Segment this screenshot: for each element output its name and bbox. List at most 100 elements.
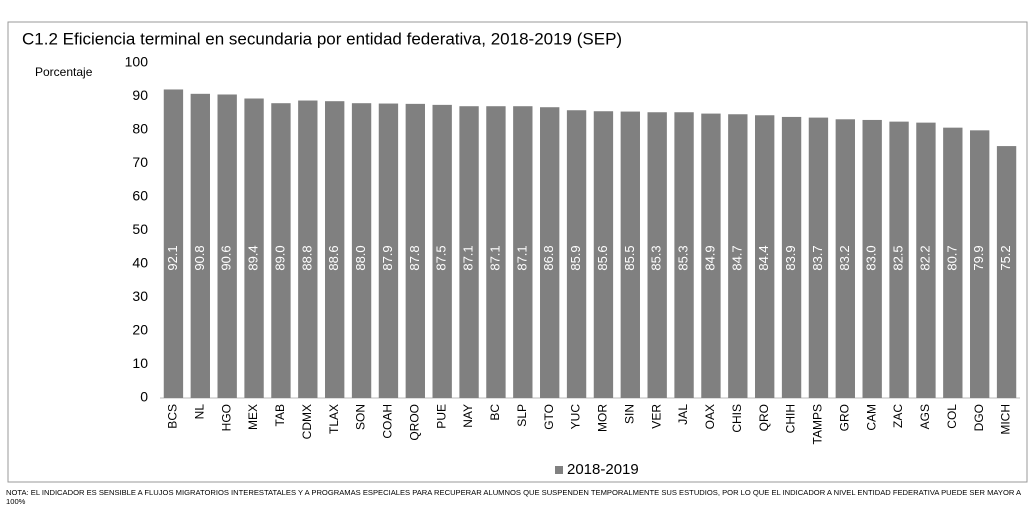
legend-label: 2018-2019 bbox=[567, 461, 639, 478]
x-tick-label: TLAX bbox=[327, 404, 341, 434]
x-tick-label: CDMX bbox=[300, 404, 314, 439]
data-label: 88.6 bbox=[326, 245, 341, 270]
x-tick-label: ZAC bbox=[891, 404, 905, 428]
x-tick-label: BC bbox=[488, 404, 502, 421]
bar bbox=[970, 130, 990, 398]
x-tick-label: QRO bbox=[757, 404, 771, 431]
data-label: 75.2 bbox=[998, 245, 1013, 270]
data-label: 87.1 bbox=[487, 245, 502, 270]
y-axis-label: Porcentaje bbox=[35, 65, 93, 79]
bar bbox=[755, 115, 775, 398]
x-tick-label: TAMPS bbox=[811, 404, 825, 444]
bar bbox=[835, 119, 855, 398]
bar bbox=[566, 110, 587, 399]
data-label: 87.1 bbox=[461, 245, 476, 270]
x-tick-label: AGS bbox=[918, 404, 932, 429]
x-tick-label: OAX bbox=[703, 404, 717, 429]
x-tick-label: NAY bbox=[461, 404, 475, 428]
data-label: 79.9 bbox=[971, 245, 986, 270]
data-label: 84.9 bbox=[702, 245, 717, 270]
x-tick-label: GTO bbox=[542, 404, 556, 430]
x-tick-label: MICH bbox=[999, 404, 1013, 435]
bar bbox=[781, 116, 802, 398]
data-label: 87.1 bbox=[514, 245, 529, 270]
y-tick-label: 20 bbox=[132, 322, 148, 338]
bar bbox=[943, 127, 963, 398]
chart-title: C1.2 Eficiencia terminal en secundaria p… bbox=[22, 29, 622, 48]
bar bbox=[701, 113, 721, 399]
data-label: 85.5 bbox=[622, 245, 637, 270]
data-label: 83.9 bbox=[783, 245, 798, 270]
y-tick-label: 0 bbox=[140, 389, 148, 405]
x-tick-label: CHIS bbox=[730, 404, 744, 433]
x-tick-label: VER bbox=[649, 404, 663, 429]
x-tick-label: GRO bbox=[837, 404, 851, 431]
data-label: 84.7 bbox=[729, 245, 744, 270]
x-tick-label: MOR bbox=[596, 404, 610, 432]
y-tick-label: 70 bbox=[132, 154, 148, 170]
x-tick-label: CHIH bbox=[784, 404, 798, 433]
y-tick-label: 40 bbox=[132, 255, 148, 271]
data-label: 88.0 bbox=[353, 245, 368, 270]
bar bbox=[728, 114, 748, 398]
data-label: 90.8 bbox=[192, 245, 207, 270]
bar bbox=[862, 119, 882, 398]
y-tick-label: 50 bbox=[132, 221, 148, 237]
y-tick-label: 80 bbox=[132, 121, 148, 137]
bar bbox=[244, 98, 264, 398]
note: NOTA: EL INDICADOR ES SENSIBLE A FLUJOS … bbox=[6, 488, 1021, 506]
x-tick-label: COAH bbox=[381, 404, 395, 439]
legend-swatch bbox=[555, 466, 563, 474]
y-tick-label: 10 bbox=[132, 355, 148, 371]
y-tick-label: 90 bbox=[132, 87, 148, 103]
bar bbox=[916, 122, 936, 398]
data-label: 87.9 bbox=[380, 245, 395, 270]
data-label: 87.8 bbox=[407, 245, 422, 270]
bar bbox=[486, 106, 506, 398]
data-label: 80.7 bbox=[944, 245, 959, 270]
bar bbox=[271, 103, 291, 398]
bar bbox=[674, 112, 694, 399]
data-label: 85.3 bbox=[649, 245, 664, 270]
data-label: 84.4 bbox=[756, 245, 771, 270]
x-tick-label: SLP bbox=[515, 404, 529, 427]
bar bbox=[996, 146, 1017, 398]
bar bbox=[513, 106, 533, 398]
x-tick-label: PUE bbox=[434, 404, 448, 429]
bar bbox=[190, 93, 210, 398]
x-tick-label: SON bbox=[354, 404, 368, 430]
x-tick-label: JAL bbox=[676, 404, 690, 425]
x-tick-label: TAB bbox=[273, 404, 287, 426]
x-tick-label: HGO bbox=[219, 404, 233, 431]
chart: C1.2 Eficiencia terminal en secundaria p… bbox=[7, 21, 1028, 483]
bar bbox=[593, 111, 614, 399]
data-label: 85.6 bbox=[595, 245, 610, 270]
bar bbox=[217, 94, 237, 399]
y-tick-label: 60 bbox=[132, 188, 148, 204]
data-label: 85.3 bbox=[676, 245, 691, 270]
bar bbox=[432, 104, 452, 398]
bar bbox=[808, 117, 829, 398]
bar bbox=[298, 100, 318, 399]
x-tick-label: YUC bbox=[569, 404, 583, 430]
data-label: 83.2 bbox=[837, 245, 852, 270]
data-label: 92.1 bbox=[165, 245, 180, 270]
x-tick-label: MEX bbox=[246, 404, 260, 430]
data-label: 82.5 bbox=[891, 245, 906, 270]
data-label: 89.4 bbox=[246, 245, 261, 270]
bar bbox=[351, 103, 372, 398]
x-tick-label: QROO bbox=[407, 404, 421, 441]
x-tick-label: SIN bbox=[622, 404, 636, 424]
x-tick-label: COL bbox=[945, 404, 959, 429]
data-label: 86.8 bbox=[541, 245, 556, 270]
bar bbox=[647, 112, 667, 399]
data-label: 83.0 bbox=[864, 245, 879, 270]
data-label: 83.7 bbox=[810, 245, 825, 270]
bar bbox=[540, 107, 560, 398]
bar bbox=[889, 121, 909, 398]
data-label: 90.6 bbox=[219, 245, 234, 270]
y-tick-label: 100 bbox=[125, 54, 149, 70]
data-label: 87.5 bbox=[434, 245, 449, 270]
y-tick-label: 30 bbox=[132, 288, 148, 304]
data-label: 82.2 bbox=[917, 245, 932, 270]
